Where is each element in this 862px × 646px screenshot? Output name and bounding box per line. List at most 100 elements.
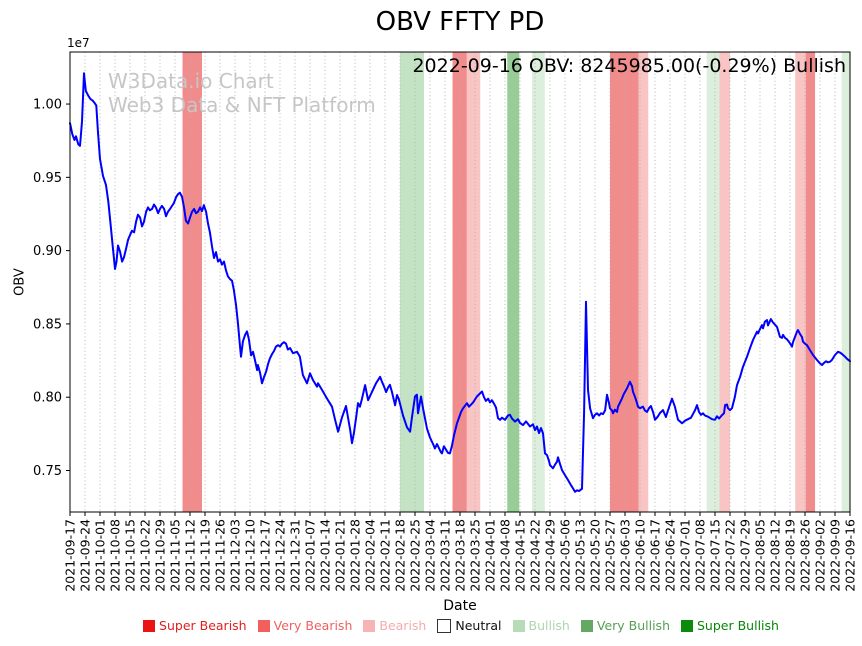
x-tick-label: 2022-04-29 — [543, 519, 558, 592]
x-tick-label: 2022-06-10 — [633, 519, 648, 592]
signal-band-very_bearish — [805, 52, 816, 512]
x-tick-label: 2021-09-17 — [63, 519, 78, 592]
legend-item-very-bullish: Very Bullish — [580, 618, 670, 633]
x-tick-label: 2022-06-24 — [663, 519, 678, 592]
watermark-line1: W3Data.io Chart — [108, 69, 274, 93]
x-tick-label: 2022-02-25 — [408, 519, 423, 592]
x-tick-label: 2021-12-31 — [288, 519, 303, 592]
chart-title: OBV FFTY PD — [375, 7, 545, 37]
x-tick-label: 2022-03-18 — [453, 519, 468, 592]
legend-item-neutral: Neutral — [437, 618, 502, 633]
legend-swatch-icon — [143, 619, 156, 632]
x-tick-label: 2021-10-01 — [93, 519, 108, 592]
legend-swatch-icon — [580, 619, 593, 632]
y-tick-label: 0.95 — [33, 171, 62, 186]
x-tick-label: 2022-02-11 — [378, 519, 393, 592]
x-tick-label: 2021-10-15 — [123, 519, 138, 592]
x-tick-label: 2022-01-14 — [318, 519, 333, 592]
x-tick-label: 2022-07-29 — [738, 519, 753, 592]
x-axis-title: Date — [443, 598, 477, 614]
x-tick-label: 2021-09-24 — [78, 519, 93, 592]
legend-swatch-icon — [681, 619, 693, 632]
x-tick-label: 2022-06-03 — [618, 519, 633, 592]
legend-label: Super Bearish — [159, 618, 247, 633]
x-tick-label: 2022-03-04 — [423, 519, 438, 592]
x-tick-label: 2022-05-13 — [573, 519, 588, 592]
x-tick-label: 2022-04-15 — [513, 519, 528, 592]
last-value-annotation: 2022-09-16 OBV: 8245985.00(-0.29%) Bulli… — [412, 55, 846, 77]
x-tick-label: 2022-02-18 — [393, 519, 408, 592]
legend-swatch-icon — [257, 619, 270, 632]
legend-item-bullish: Bullish — [512, 618, 570, 633]
signal-band-very_bearish — [610, 52, 639, 512]
x-tick-label: 2022-01-28 — [348, 519, 363, 592]
signal-band-bullish — [706, 52, 720, 512]
legend-item-very-bearish: Very Bearish — [257, 618, 353, 633]
legend-swatch-icon — [512, 619, 525, 632]
x-tick-label: 2022-05-06 — [558, 519, 573, 592]
legend-label: Very Bearish — [273, 618, 353, 633]
axes-layer: 2021-09-17 2021-09-24 2021-10-01 2021-10-08… — [33, 51, 858, 592]
x-tick-label: 2021-12-17 — [258, 519, 273, 592]
y-axis-offset-label: 1e7 — [67, 36, 90, 50]
legend-item-bearish: Bearish — [363, 618, 426, 633]
legend-label: Bearish — [379, 618, 427, 633]
signal-band-bullish_deep — [400, 52, 424, 512]
obv-line — [69, 72, 851, 493]
x-tick-label: 2022-08-05 — [753, 519, 768, 592]
x-tick-label: 2021-12-10 — [243, 519, 258, 592]
x-tick-label: 2022-01-21 — [333, 519, 348, 592]
signal-band-bullish — [841, 52, 850, 512]
x-tick-label: 2021-11-05 — [168, 519, 183, 592]
x-tick-label: 2022-06-17 — [648, 519, 663, 592]
x-tick-label: 2021-10-22 — [138, 519, 153, 592]
signal-band-bearish — [795, 52, 806, 512]
legend-item-super-bearish: Super Bearish — [143, 618, 247, 633]
x-tick-label: 2022-09-02 — [813, 519, 828, 592]
y-tick-label: 0.80 — [33, 391, 62, 406]
legend-label: Neutral — [455, 618, 502, 633]
x-tick-label: 2022-09-16 — [843, 519, 858, 592]
x-tick-label: 2022-05-20 — [588, 519, 603, 592]
x-tick-label: 2022-01-07 — [303, 519, 318, 592]
signal-band-bearish — [466, 52, 481, 512]
legend: Super Bearish Very Bearish Bearish Neutral B… — [60, 618, 862, 633]
x-tick-label: 2022-05-27 — [603, 519, 618, 592]
x-tick-label: 2022-08-12 — [768, 519, 783, 592]
x-tick-label: 2021-12-24 — [273, 519, 288, 592]
legend-item-super-bullish: Super Bullish — [681, 618, 779, 633]
signal-band-bearish — [638, 52, 649, 512]
x-tick-label: 2022-04-01 — [483, 519, 498, 592]
x-tick-label: 2022-03-25 — [468, 519, 483, 592]
x-tick-label: 2022-04-22 — [528, 519, 543, 592]
x-tick-label: 2022-07-08 — [693, 519, 708, 592]
x-tick-label: 2022-02-04 — [363, 519, 378, 592]
legend-label: Very Bullish — [596, 618, 670, 633]
legend-label: Bullish — [528, 618, 570, 633]
x-tick-label: 2022-09-09 — [828, 519, 843, 592]
legend-label: Super Bullish — [697, 618, 779, 633]
x-tick-label: 2022-07-01 — [678, 519, 693, 592]
signal-band-bullish — [532, 52, 545, 512]
x-tick-label: 2021-10-08 — [108, 519, 123, 592]
x-tick-label: 2022-03-11 — [438, 519, 453, 592]
signal-band-very_bearish — [452, 52, 467, 512]
x-tick-label: 2021-10-29 — [153, 519, 168, 592]
x-tick-label: 2022-04-08 — [498, 519, 513, 592]
y-tick-label: 1.00 — [33, 98, 62, 113]
legend-swatch-icon — [437, 618, 452, 633]
x-tick-label: 2021-11-12 — [183, 519, 198, 592]
x-tick-label: 2022-08-19 — [783, 519, 798, 592]
y-tick-label: 0.75 — [33, 464, 62, 479]
x-tick-label: 2022-08-26 — [798, 519, 813, 592]
x-tick-label: 2022-07-15 — [708, 519, 723, 592]
signal-band-very_bearish — [182, 52, 202, 512]
x-tick-label: 2022-07-22 — [723, 519, 738, 592]
watermark-line2: Web3 Data & NFT Platform — [108, 93, 376, 117]
x-tick-label: 2021-11-26 — [213, 519, 228, 592]
y-tick-label: 0.85 — [33, 317, 62, 332]
signal-band-bearish — [719, 52, 730, 512]
signal-bands-layer — [182, 52, 850, 512]
